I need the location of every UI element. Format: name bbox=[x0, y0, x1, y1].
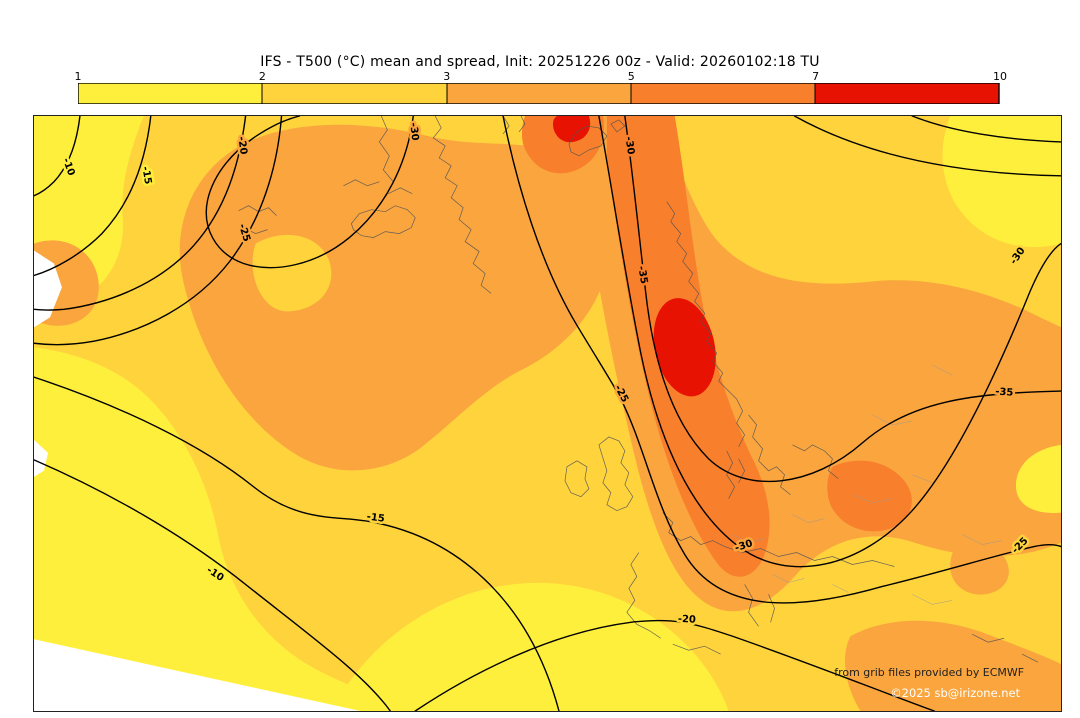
colorbar-segment-7-10 bbox=[814, 83, 1000, 104]
contour-label-minus20-s: -20 bbox=[678, 614, 697, 626]
colorbar-segment-5-7 bbox=[630, 83, 817, 104]
contour-line-minus35-trough bbox=[624, 116, 1061, 483]
credits-copyright-text: ©2025 sb@irizone.net bbox=[890, 686, 1020, 700]
spread-region-orange-northwest bbox=[179, 124, 611, 471]
contour-line-minus15-south bbox=[34, 376, 560, 711]
colorbar-ticks: 1 2 3 5 7 10 bbox=[74, 70, 1008, 83]
map-canvas: -10 -10 -15 -15 -20 -20 -25 -25 -25 -30 … bbox=[34, 116, 1061, 711]
contour-line-minus25-northwest bbox=[34, 116, 283, 346]
contour-line-minus20-northwest bbox=[34, 116, 247, 311]
coastline-europe bbox=[626, 512, 1039, 663]
coastline-british-isles bbox=[564, 436, 634, 512]
colorbar-tick-1: 1 bbox=[74, 70, 82, 83]
colorbar-bar bbox=[78, 83, 1000, 104]
colorbar-tick-5: 5 bbox=[627, 70, 635, 83]
contour-line-northeast-1 bbox=[793, 116, 1061, 177]
contour-line-minus10-northwest bbox=[34, 116, 81, 197]
coastlines-layer bbox=[238, 116, 1039, 663]
colorbar: 1 2 3 5 7 10 bbox=[74, 70, 1008, 104]
contour-line-minus15-northwest bbox=[34, 116, 152, 277]
page-title: IFS - T500 (°C) mean and spread, Init: 2… bbox=[260, 54, 820, 70]
colorbar-segment-1-2 bbox=[78, 83, 264, 104]
spread-region-yellow-eastnotch bbox=[1015, 444, 1061, 513]
country-borders bbox=[732, 364, 1003, 605]
spread-region-orange-southeast bbox=[844, 620, 1061, 711]
no-data-region-westedge-2 bbox=[34, 439, 48, 477]
credits: from grib files provided by ECMWF ©2025 … bbox=[834, 666, 1024, 700]
spread-region-red-core bbox=[653, 298, 716, 397]
spread-region-darkorange-east bbox=[827, 460, 912, 532]
colorbar-tick-2: 2 bbox=[258, 70, 266, 83]
spread-region-golden-hole-nw bbox=[252, 234, 332, 312]
map-frame: -10 -10 -15 -15 -20 -20 -25 -25 -25 -30 … bbox=[33, 115, 1062, 712]
colorbar-tick-7: 7 bbox=[812, 70, 820, 83]
contour-line-northeast-2 bbox=[911, 116, 1061, 143]
contour-label-minus15-s: -15 bbox=[366, 511, 385, 524]
contour-line-minus30-northwest-loop bbox=[205, 116, 414, 269]
contour-line-minus20-south bbox=[414, 619, 935, 711]
contour-label-minus30-n: -30 bbox=[623, 136, 636, 155]
contour-label-minus30-nw: -30 bbox=[407, 122, 420, 141]
no-data-region-southwest bbox=[34, 639, 361, 711]
contour-line-minus30-trough bbox=[598, 116, 1061, 568]
spread-region-red-top bbox=[552, 116, 591, 143]
no-data-region-westedge-1 bbox=[34, 250, 62, 328]
contour-line-minus25-central-east bbox=[502, 116, 1061, 604]
credits-source-text: from grib files provided by ECMWF bbox=[834, 666, 1024, 679]
spread-region-orange-spot-east bbox=[950, 543, 1009, 595]
spread-region-yellow-west bbox=[34, 347, 402, 711]
colorbar-tick-10: 10 bbox=[993, 70, 1007, 83]
contour-label-minus35-e: -35 bbox=[995, 386, 1014, 398]
colorbar-segment-2-3 bbox=[261, 83, 449, 104]
spread-fill-layer bbox=[34, 116, 1061, 711]
coastline-scandinavia-baltic bbox=[666, 201, 839, 499]
contour-line-minus10-southwest bbox=[34, 459, 392, 711]
colorbar-tick-3: 3 bbox=[443, 70, 451, 83]
colorbar-frame bbox=[78, 83, 1000, 104]
contour-label-minus20-nw: -20 bbox=[235, 136, 248, 155]
contour-lines-layer bbox=[34, 116, 1061, 711]
colorbar-segment-3-5 bbox=[446, 83, 633, 104]
spread-region-yellow-topright bbox=[942, 116, 1061, 248]
